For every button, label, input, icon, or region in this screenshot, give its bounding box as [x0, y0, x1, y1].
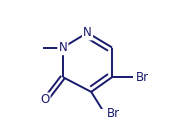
Text: Br: Br: [107, 107, 120, 120]
Text: O: O: [40, 93, 50, 106]
Text: N: N: [58, 41, 67, 54]
Text: N: N: [83, 26, 92, 39]
Text: Br: Br: [136, 71, 149, 84]
